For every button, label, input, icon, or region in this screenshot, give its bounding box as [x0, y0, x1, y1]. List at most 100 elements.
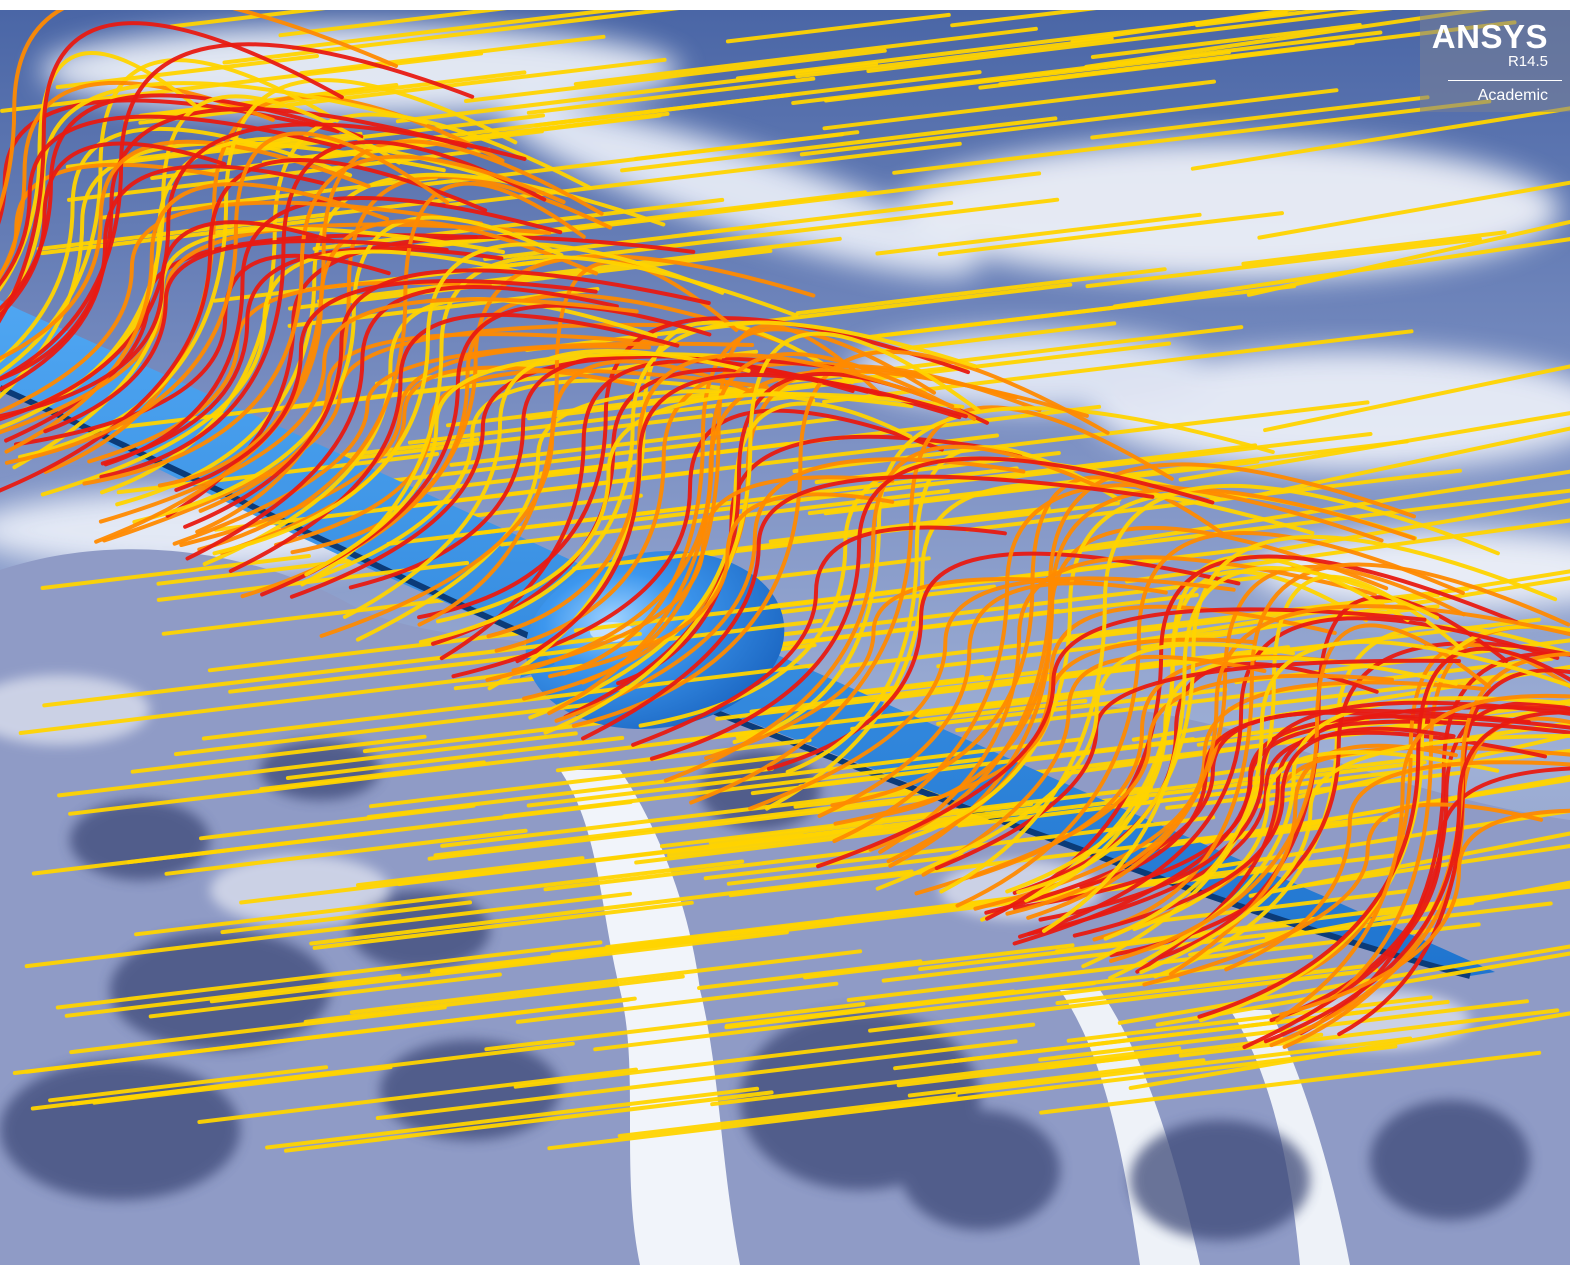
- streamline: [375, 1039, 1018, 1120]
- streamline: [0, 122, 527, 422]
- streamline: [0, 141, 227, 318]
- streamline: [581, 474, 1155, 741]
- streamline: [1241, 230, 1507, 266]
- streamline: [55, 940, 603, 1010]
- streamline: [861, 299, 1164, 340]
- streamline: [87, 280, 492, 464]
- streamline: [573, 26, 1038, 87]
- streamline: [219, 365, 635, 555]
- streamline: [285, 735, 625, 780]
- streamline: [494, 361, 1018, 653]
- streamline: [725, 12, 951, 44]
- streamline: [868, 462, 1416, 852]
- streamline: [57, 731, 578, 798]
- streamline: [40, 554, 311, 590]
- streamline: [303, 974, 685, 1024]
- ansys-brand-text: ANSYS: [1431, 18, 1548, 55]
- streamline: [937, 211, 1284, 257]
- streamline: [397, 824, 884, 887]
- streamline: [1090, 95, 1430, 140]
- streamline: [274, 368, 769, 547]
- streamline: [209, 930, 789, 1004]
- streamline: [1282, 652, 1570, 1049]
- streamline: [965, 468, 1462, 532]
- streamline: [866, 10, 1393, 73]
- streamline: [0, 114, 342, 287]
- streamline: [435, 893, 1078, 974]
- streamline: [978, 40, 1355, 90]
- streamline: [4, 131, 450, 465]
- streamline: [1042, 566, 1440, 933]
- streamline: [418, 320, 978, 645]
- streamline: [593, 977, 1180, 1052]
- streamline: [1066, 995, 1433, 1043]
- streamline: [288, 248, 773, 311]
- streamline: [511, 475, 895, 673]
- streamline: [515, 981, 839, 1024]
- streamline: [132, 215, 564, 524]
- streamline: [914, 673, 1394, 896]
- streamline: [130, 734, 427, 774]
- streamline: [949, 999, 1450, 1064]
- streamline: [795, 267, 1167, 316]
- streamline: [406, 463, 633, 495]
- streamline: [484, 1002, 866, 1052]
- streamline: [571, 349, 1110, 728]
- streamline: [1038, 999, 1529, 1062]
- streamline: [1072, 726, 1456, 938]
- streamline: [620, 116, 1058, 173]
- streamline: [1085, 237, 1482, 289]
- streamline: [703, 815, 1216, 881]
- streamline: [704, 577, 1109, 761]
- streamline: [816, 607, 1427, 869]
- streamline: [764, 481, 1315, 811]
- streamline: [864, 1044, 1398, 1112]
- streamlines-front: [0, 10, 1570, 1151]
- streamline: [312, 900, 694, 950]
- streamline: [1299, 651, 1570, 1036]
- streamline: [1295, 624, 1570, 1023]
- watermark-divider: [1448, 80, 1562, 81]
- streamline: [0, 81, 429, 314]
- streamline: [220, 900, 472, 935]
- streamline: [513, 1022, 1036, 1089]
- streamline: [138, 57, 667, 125]
- streamline: [1279, 808, 1570, 1017]
- streamline: [1055, 964, 1367, 1005]
- streamline: [265, 1086, 760, 1150]
- streamline: [1070, 10, 1302, 44]
- streamline: [304, 352, 726, 577]
- streamline: [1224, 760, 1570, 972]
- streamline: [697, 959, 923, 990]
- streamline: [617, 1093, 958, 1138]
- streamline: [1139, 733, 1570, 975]
- streamline: [99, 139, 547, 479]
- streamline: [973, 680, 1486, 911]
- streamline: [1138, 889, 1410, 925]
- streamline: [878, 487, 1416, 818]
- streamline: [369, 741, 893, 809]
- streamline: [875, 212, 1202, 256]
- wing-surface: [0, 300, 1495, 976]
- streamline: [355, 389, 914, 642]
- streamline: [259, 760, 486, 792]
- ansys-edition-text: Academic: [1477, 87, 1548, 104]
- streamline: [660, 785, 1153, 849]
- streamline: [43, 239, 449, 434]
- streamline: [950, 10, 1097, 28]
- streamline: [526, 76, 816, 115]
- streamline: [0, 200, 483, 414]
- streamline: [18, 663, 584, 735]
- streamline: [1016, 534, 1558, 895]
- streamline: [198, 332, 657, 513]
- streamline: [907, 1058, 1206, 1098]
- streamline: [649, 456, 1215, 761]
- streamline: [433, 790, 963, 858]
- streamline: [785, 445, 1122, 774]
- streamline: [1250, 426, 1570, 499]
- streamline: [174, 700, 607, 757]
- streamline: [563, 434, 1023, 719]
- streamline: [1026, 604, 1570, 920]
- streamline: [554, 457, 1026, 723]
- streamline: [207, 631, 520, 673]
